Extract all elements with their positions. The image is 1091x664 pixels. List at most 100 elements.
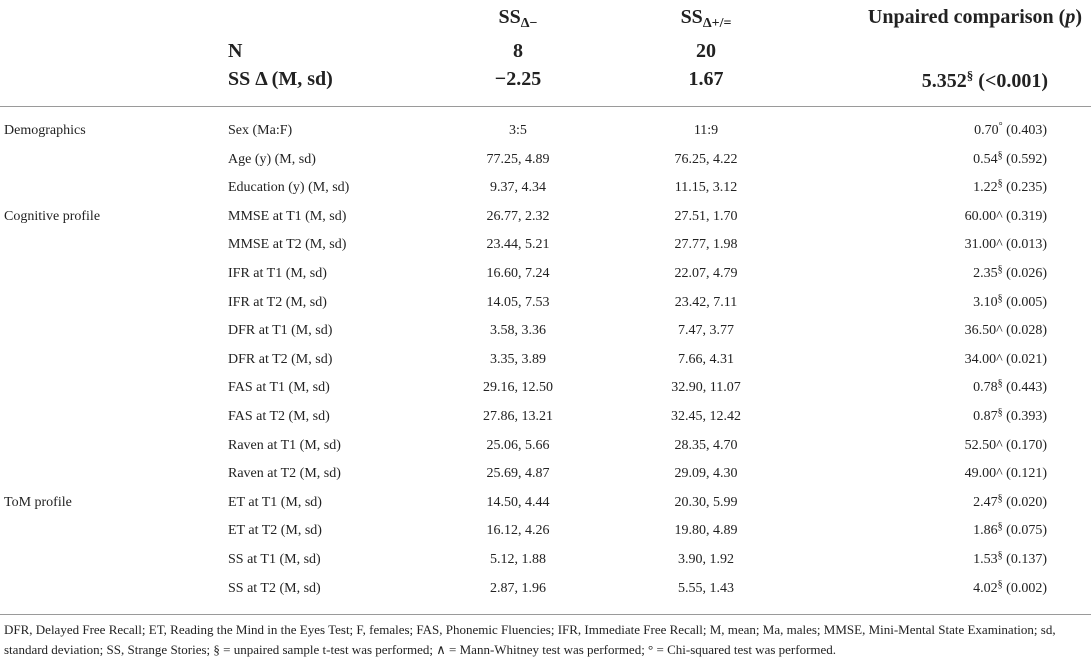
ss-delta-row-a: −2.25 [494, 68, 542, 90]
n-row-a: 8 [513, 40, 523, 62]
row-value-ss-delta-plus: 22.07, 4.79 [674, 266, 738, 281]
row-stat-marker: § [997, 178, 1003, 189]
row-category: ToM profile [4, 495, 72, 510]
row-value-ss-delta-minus: 3:5 [509, 123, 527, 138]
row-value-unpaired-comparison: 1.53§ (0.137) [835, 545, 1047, 574]
row-value-unpaired-comparison: 2.47§ (0.020) [835, 488, 1047, 517]
row-value-ss-delta-minus: 3.58, 3.36 [490, 323, 546, 338]
row-value-unpaired-comparison: 52.50^ (0.170) [835, 431, 1047, 460]
row-stat: 36.50^ [964, 323, 1003, 338]
row-value-ss-delta-plus: 27.51, 1.70 [674, 209, 738, 224]
row-value-unpaired-comparison: 3.10§ (0.005) [835, 288, 1047, 317]
row-variable: ET at T1 (M, sd) [228, 495, 322, 510]
row-value-ss-delta-minus: 5.12, 1.88 [490, 552, 546, 567]
row-stat: 0.87 [973, 409, 998, 424]
row-p-value: (0.075) [1002, 523, 1047, 538]
col-header-unpaired-comparison: Unpaired comparison (p) [780, 6, 1082, 29]
row-variable: IFR at T2 (M, sd) [228, 295, 327, 310]
bottom-rule [0, 614, 1091, 615]
row-stat: 0.78 [973, 380, 998, 395]
row-value-ss-delta-minus: 14.05, 7.53 [486, 295, 550, 310]
row-stat: 3.10 [973, 295, 998, 310]
row-category: Cognitive profile [4, 209, 101, 224]
row-variable: FAS at T1 (M, sd) [228, 380, 330, 395]
row-p-value: (0.170) [1002, 438, 1047, 453]
ss-delta-p-value: 5.352 [921, 70, 967, 92]
row-stat: 1.53 [973, 552, 998, 567]
row-value-ss-delta-minus: 9.37, 4.34 [490, 180, 546, 195]
row-variable: ET at T2 (M, sd) [228, 523, 322, 538]
table-footnote: DFR, Delayed Free Recall; ET, Reading th… [4, 622, 1056, 657]
row-variable: MMSE at T2 (M, sd) [228, 237, 347, 252]
col-header-ss-delta-minus: SSΔ− [418, 6, 618, 32]
row-variable: Education (y) (M, sd) [228, 180, 350, 195]
row-stat: 0.54 [973, 152, 998, 167]
row-p-value: (0.443) [1002, 380, 1047, 395]
header-rule [0, 106, 1091, 107]
n-row-b: 20 [696, 40, 716, 62]
col-header-ss-delta-plus: SSΔ+/= [606, 6, 806, 32]
row-value-ss-delta-minus: 2.87, 1.96 [490, 581, 546, 596]
n-row-label: N [228, 40, 243, 62]
row-stat: 1.86 [973, 523, 998, 538]
ss-delta-p-paren: (<0.001) [973, 70, 1048, 92]
row-p-value: (0.403) [1002, 123, 1047, 138]
row-p-value: (0.121) [1002, 466, 1047, 481]
row-stat: 31.00^ [964, 237, 1003, 252]
row-value-ss-delta-plus: 11.15, 3.12 [674, 180, 738, 195]
row-variable: SS at T2 (M, sd) [228, 581, 321, 596]
col-header-unpaired-close: ) [1075, 6, 1082, 28]
row-value-ss-delta-minus: 16.12, 4.26 [486, 523, 550, 538]
row-value-unpaired-comparison: 34.00^ (0.021) [835, 345, 1047, 374]
row-stat-marker: § [997, 521, 1003, 532]
row-value-ss-delta-minus: 23.44, 5.21 [486, 237, 550, 252]
row-value-ss-delta-minus: 25.69, 4.87 [486, 466, 550, 481]
row-value-ss-delta-minus: 27.86, 13.21 [483, 409, 553, 424]
row-stat: 2.47 [973, 495, 998, 510]
row-variable: Raven at T1 (M, sd) [228, 438, 341, 453]
row-variable: DFR at T2 (M, sd) [228, 352, 333, 367]
row-value-ss-delta-plus: 7.66, 4.31 [678, 352, 734, 367]
row-stat: 1.22 [973, 180, 998, 195]
row-value-ss-delta-minus: 26.77, 2.32 [486, 209, 550, 224]
row-value-ss-delta-plus: 7.47, 3.77 [678, 323, 734, 338]
row-p-value: (0.020) [1002, 495, 1047, 510]
row-value-unpaired-comparison: 4.02§ (0.002) [835, 574, 1047, 603]
row-value-ss-delta-plus: 76.25, 4.22 [674, 152, 738, 167]
row-variable: Sex (Ma:F) [228, 123, 293, 138]
row-variable: FAS at T2 (M, sd) [228, 409, 330, 424]
row-value-unpaired-comparison: 60.00^ (0.319) [835, 202, 1047, 231]
row-stat: 2.35 [973, 266, 998, 281]
col-header-ss-delta-plus-main: SS [680, 6, 703, 28]
row-value-ss-delta-plus: 20.30, 5.99 [674, 495, 738, 510]
row-value-ss-delta-plus: 19.80, 4.89 [674, 523, 738, 538]
row-value-unpaired-comparison: 31.00^ (0.013) [835, 230, 1047, 259]
row-value-unpaired-comparison: 0.54§ (0.592) [835, 145, 1047, 174]
row-value-unpaired-comparison: 1.86§ (0.075) [835, 516, 1047, 545]
ss-delta-row-b: 1.67 [688, 68, 724, 90]
col-header-ss-delta-minus-sub: Δ− [520, 16, 538, 31]
row-value-ss-delta-plus: 23.42, 7.11 [674, 295, 738, 310]
row-value-ss-delta-minus: 77.25, 4.89 [486, 152, 550, 167]
row-stat: 52.50^ [964, 438, 1003, 453]
row-stat-marker: § [997, 378, 1003, 389]
row-value-ss-delta-minus: 3.35, 3.89 [490, 352, 546, 367]
row-value-ss-delta-plus: 32.45, 12.42 [671, 409, 741, 424]
row-p-value: (0.319) [1002, 209, 1047, 224]
row-value-ss-delta-plus: 3.90, 1.92 [678, 552, 734, 567]
row-variable: MMSE at T1 (M, sd) [228, 209, 347, 224]
row-variable: DFR at T1 (M, sd) [228, 323, 333, 338]
row-variable: SS at T1 (M, sd) [228, 552, 321, 567]
row-value-unpaired-comparison: 49.00^ (0.121) [835, 459, 1047, 488]
row-p-value: (0.013) [1002, 237, 1047, 252]
row-value-ss-delta-minus: 16.60, 7.24 [486, 266, 550, 281]
row-value-unpaired-comparison: 0.87§ (0.393) [835, 402, 1047, 431]
row-variable: IFR at T1 (M, sd) [228, 266, 327, 281]
row-p-value: (0.005) [1002, 295, 1047, 310]
row-variable: Raven at T2 (M, sd) [228, 466, 341, 481]
row-p-value: (0.028) [1002, 323, 1047, 338]
row-value-unpaired-comparison: 0.70° (0.403) [835, 116, 1047, 145]
col-header-p-italic: p [1065, 6, 1076, 28]
row-value-ss-delta-plus: 29.09, 4.30 [674, 466, 738, 481]
row-p-value: (0.137) [1002, 552, 1047, 567]
